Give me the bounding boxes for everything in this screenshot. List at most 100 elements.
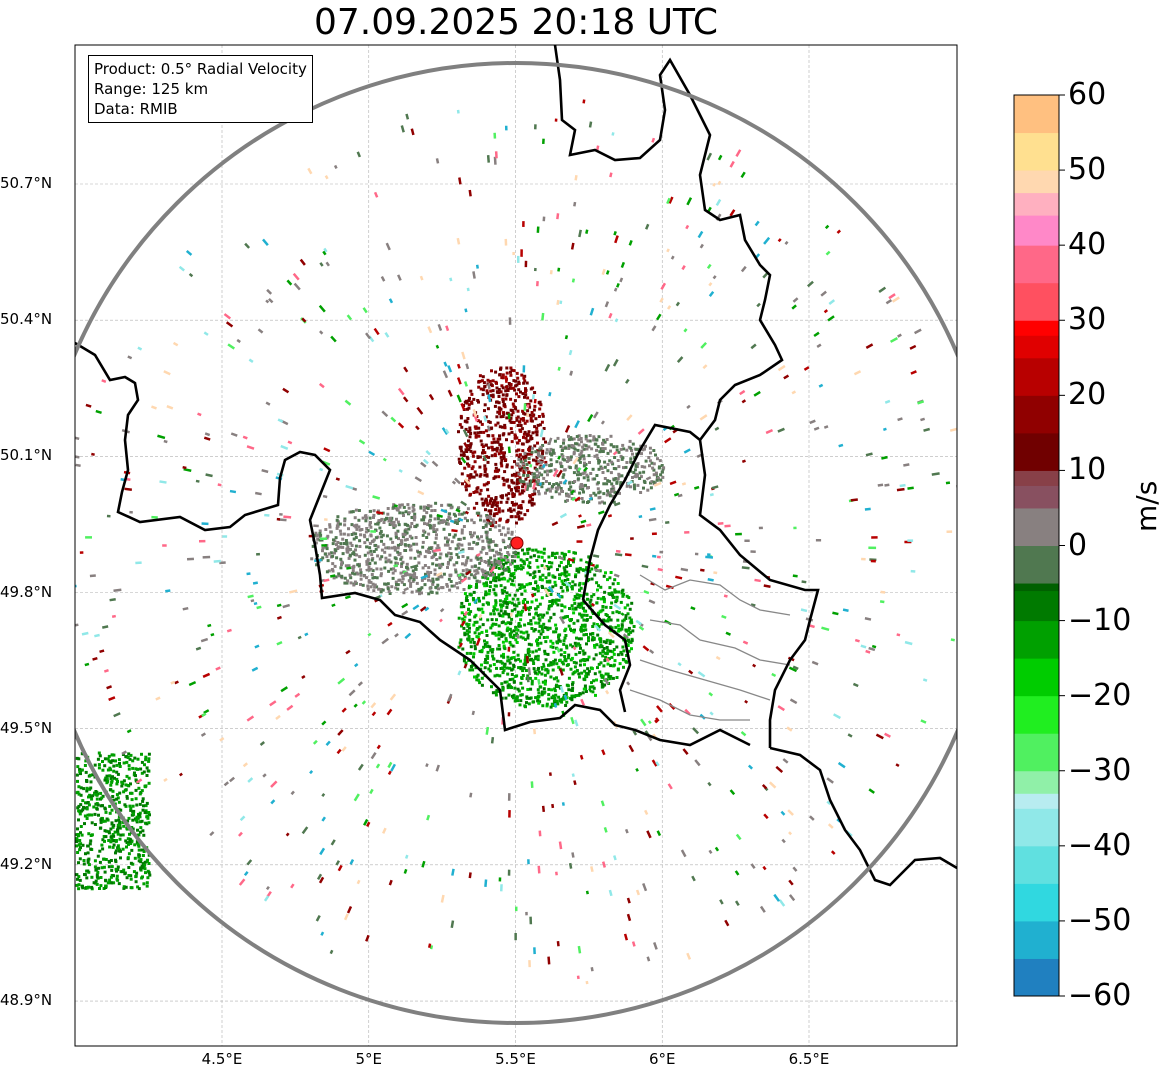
echo-pixel [125,795,129,798]
echo-pixel [528,413,532,417]
echo-pixel [535,639,538,643]
echo-streak [387,761,393,769]
echo-pixel [371,569,375,573]
echo-streak [547,585,554,594]
echo-pixel [530,450,534,454]
echo-pixel [379,590,383,594]
echo-pixel [351,510,355,514]
echo-pixel [394,534,398,538]
echo-pixel [546,473,549,477]
echo-pixel [341,537,345,541]
echo-streak [717,522,724,525]
echo-pixel [433,517,437,521]
echo-streak [626,913,632,922]
echo-pixel [495,449,499,453]
echo-streak [507,646,511,652]
echo-pixel [85,817,89,820]
echo-pixel [389,567,393,571]
echo-pixel [592,636,596,640]
echo-streak [611,132,615,136]
echo-pixel [79,786,83,790]
echo-pixel [504,561,508,565]
echo-pixel [483,569,487,573]
echo-streak [370,752,377,760]
echo-pixel [615,481,619,485]
echo-pixel [366,558,370,562]
echo-pixel [510,473,514,477]
echo-streak [612,358,619,367]
echo-pixel [582,613,586,617]
colorbar-tick-label: −20 [1068,677,1132,713]
echo-pixel [519,635,523,639]
echo-pixel [144,758,148,762]
echo-pixel [500,633,504,637]
echo-pixel [599,637,603,641]
echo-streak [162,544,167,547]
echo-streak [170,680,176,685]
echo-pixel [498,529,502,533]
echo-pixel [621,658,625,661]
echo-streak [390,416,397,423]
echo-pixel [650,461,654,465]
echo-streak [201,522,209,526]
echo-pixel [420,591,423,595]
echo-pixel [562,555,566,559]
echo-pixel [560,465,564,469]
echo-pixel [533,670,537,674]
echo-streak [735,149,742,158]
echo-pixel [418,552,422,556]
echo-pixel [535,559,539,562]
echo-pixel [510,686,513,690]
echo-pixel [90,875,94,879]
echo-pixel [602,640,606,644]
echo-pixel [572,671,576,675]
echo-pixel [549,565,553,569]
echo-streak [782,758,789,764]
echo-pixel [520,592,524,596]
echo-pixel [535,426,539,430]
echo-pixel [628,607,632,611]
echo-pixel [572,446,576,450]
echo-streak [447,365,453,373]
echo-pixel [123,803,127,807]
echo-pixel [572,452,576,456]
echo-pixel [480,422,484,426]
echo-pixel [103,807,107,811]
echo-pixel [423,522,426,526]
echo-streak [508,317,512,325]
echo-streak [321,544,328,547]
echo-pixel [609,618,613,622]
echo-pixel [509,543,513,547]
echo-pixel [559,573,563,577]
echo-pixel [391,576,395,580]
echo-pixel [479,550,483,554]
echo-pixel [359,577,363,581]
echo-streak [542,463,546,469]
echo-pixel [594,493,598,497]
echo-pixel [81,799,85,803]
echo-pixel [104,858,108,861]
echo-pixel [413,512,417,516]
echo-pixel [584,671,588,675]
echo-pixel [625,660,629,664]
echo-streak [818,383,824,388]
echo-pixel [583,461,586,465]
echo-streak [435,764,441,772]
echo-pixel [582,687,586,691]
echo-pixel [116,823,120,827]
echo-pixel [494,508,498,511]
echo-pixel [532,502,536,506]
echo-pixel [470,467,474,471]
echo-pixel [532,458,535,462]
echo-streak [614,553,623,557]
colorbar-tick-label: −60 [1068,978,1132,1013]
echo-streak [507,446,511,454]
echo-streak [354,663,359,668]
echo-streak [870,559,876,563]
echo-pixel [500,451,504,455]
echo-streak [777,238,782,243]
echo-streak [79,551,84,554]
echo-pixel [510,515,514,519]
echo-pixel [564,704,568,707]
echo-pixel [505,680,509,684]
